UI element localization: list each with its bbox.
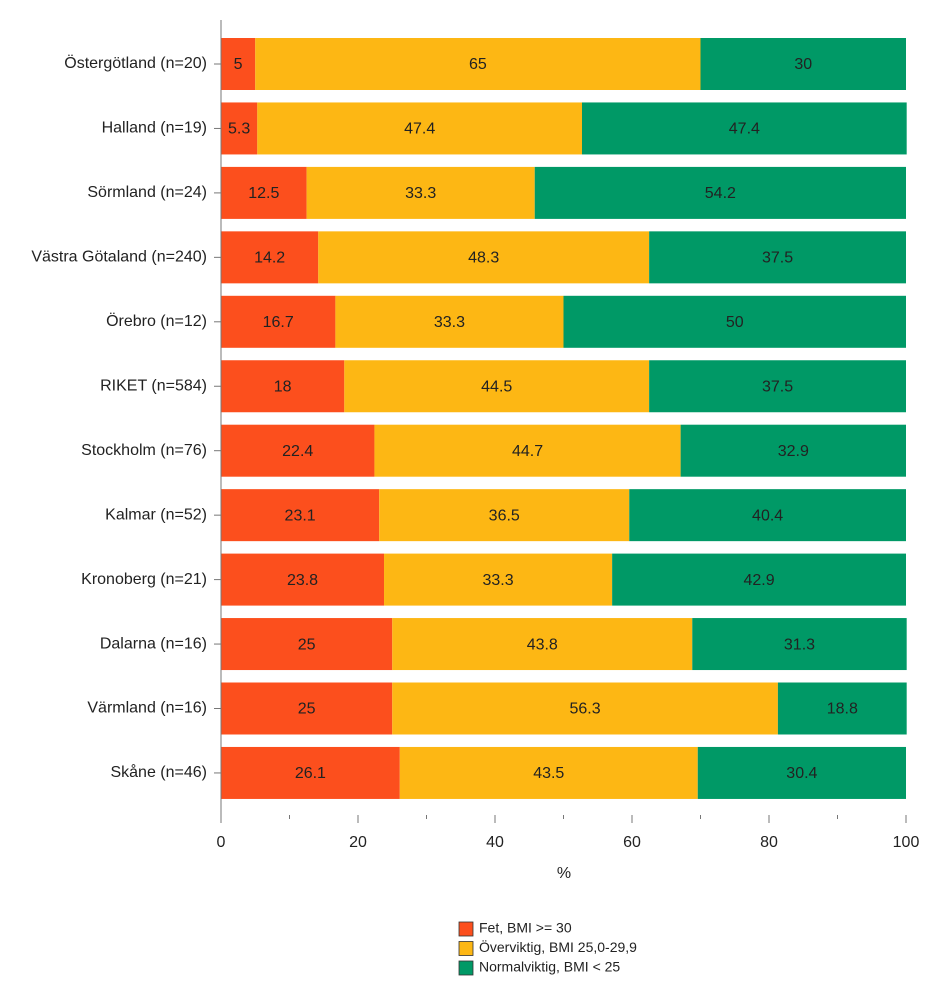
bar-segment — [534, 166, 906, 219]
bar-segment — [335, 295, 564, 348]
bar-segment — [221, 102, 258, 155]
bar-segment — [697, 746, 906, 799]
data-label: 16.7 — [263, 314, 294, 331]
y-tick-label: Västra Götaland (n=240) — [31, 249, 207, 266]
data-label: 30 — [794, 56, 812, 73]
data-label: 5 — [234, 56, 243, 73]
data-label: 65 — [469, 56, 487, 73]
bar-segment — [649, 360, 906, 413]
data-label: 44.7 — [512, 443, 543, 460]
legend-swatch — [458, 921, 474, 937]
data-label: 22.4 — [282, 443, 313, 460]
bar-segment — [221, 746, 400, 799]
y-tick-label: RIKET (n=584) — [100, 377, 207, 394]
data-label: 26.1 — [295, 765, 326, 782]
data-label: 42.9 — [743, 572, 774, 589]
bar-segment — [581, 102, 907, 155]
y-tick-label: Kronoberg (n=21) — [81, 571, 207, 588]
data-label: 37.5 — [762, 250, 793, 267]
y-tick-label: Värmland (n=16) — [87, 700, 207, 717]
bar-segment — [221, 618, 393, 671]
legend-label: Överviktig, BMI 25,0-29,9 — [479, 938, 637, 955]
data-label: 25 — [298, 701, 316, 718]
x-tick-label: 0 — [217, 834, 226, 851]
bar-segment — [692, 618, 907, 671]
x-tick-label: 40 — [486, 834, 504, 851]
bar-segment — [379, 489, 630, 542]
legend-label: Fet, BMI >= 30 — [479, 920, 572, 936]
legend-swatch — [458, 941, 474, 956]
bar-segment — [221, 360, 345, 413]
y-tick-label: Halland (n=19) — [102, 120, 207, 137]
bar-segment — [221, 231, 319, 284]
data-label: 32.9 — [778, 443, 809, 460]
y-tick-label: Stockholm (n=76) — [81, 442, 207, 459]
bar-segment — [392, 682, 778, 735]
data-label: 47.4 — [729, 121, 760, 138]
x-tick-label: 100 — [893, 834, 920, 851]
data-label: 12.5 — [248, 185, 279, 202]
bar-segment — [306, 166, 535, 219]
bar-segment — [221, 682, 393, 735]
bar-segment — [221, 424, 375, 477]
bar-segment — [221, 295, 336, 348]
bar-segment — [384, 553, 613, 606]
data-label: 31.3 — [784, 636, 815, 653]
bar-segment — [680, 424, 906, 477]
bar-segment — [629, 489, 906, 542]
y-tick-label: Östergötland (n=20) — [64, 54, 207, 72]
bar-segment — [221, 553, 385, 606]
bar-segment — [255, 38, 701, 90]
legend-swatch — [458, 960, 474, 976]
data-label: 40.4 — [752, 507, 783, 524]
data-label: 43.5 — [533, 765, 564, 782]
data-label: 37.5 — [762, 378, 793, 395]
y-tick-label: Kalmar (n=52) — [105, 506, 207, 523]
bar-segment — [700, 38, 906, 90]
data-label: 43.8 — [527, 636, 558, 653]
x-tick-label: 20 — [349, 834, 367, 851]
data-label: 23.1 — [285, 507, 316, 524]
data-label: 47.4 — [404, 121, 435, 138]
y-tick-label: Dalarna (n=16) — [100, 635, 207, 652]
data-label: 56.3 — [570, 701, 601, 718]
bar-segment — [612, 553, 906, 606]
y-tick-label: Sörmland (n=24) — [87, 184, 207, 201]
x-axis-label: % — [557, 865, 571, 882]
data-label: 14.2 — [254, 250, 285, 267]
bar-segment — [649, 231, 906, 284]
bar-segment — [777, 682, 907, 735]
bar-segment — [563, 295, 906, 348]
bar-segment — [392, 618, 693, 671]
y-tick-label: Skåne (n=46) — [110, 763, 207, 781]
bar-segment — [221, 489, 380, 542]
data-label: 44.5 — [481, 378, 512, 395]
bar-segment — [221, 38, 256, 90]
x-tick-label: 60 — [623, 834, 641, 851]
bar-segment — [344, 360, 650, 413]
bar-segment — [221, 166, 307, 219]
data-label: 23.8 — [287, 572, 318, 589]
data-label: 50 — [726, 314, 744, 331]
y-tick-label: Örebro (n=12) — [106, 312, 207, 330]
data-label: 36.5 — [489, 507, 520, 524]
legend-label: Normalviktig, BMI < 25 — [479, 959, 620, 975]
data-label: 18 — [274, 378, 292, 395]
data-label: 33.3 — [483, 572, 514, 589]
data-label: 33.3 — [434, 314, 465, 331]
data-label: 25 — [298, 636, 316, 653]
data-label: 18.8 — [827, 701, 858, 718]
data-label: 54.2 — [705, 185, 736, 202]
data-label: 30.4 — [786, 765, 817, 782]
bar-segment — [257, 102, 582, 155]
data-label: 5.3 — [228, 121, 250, 138]
x-tick-label: 80 — [760, 834, 778, 851]
bar-segment — [318, 231, 650, 284]
data-label: 48.3 — [468, 250, 499, 267]
bar-segment — [399, 746, 698, 799]
bar-segment — [374, 424, 681, 477]
data-label: 33.3 — [405, 185, 436, 202]
